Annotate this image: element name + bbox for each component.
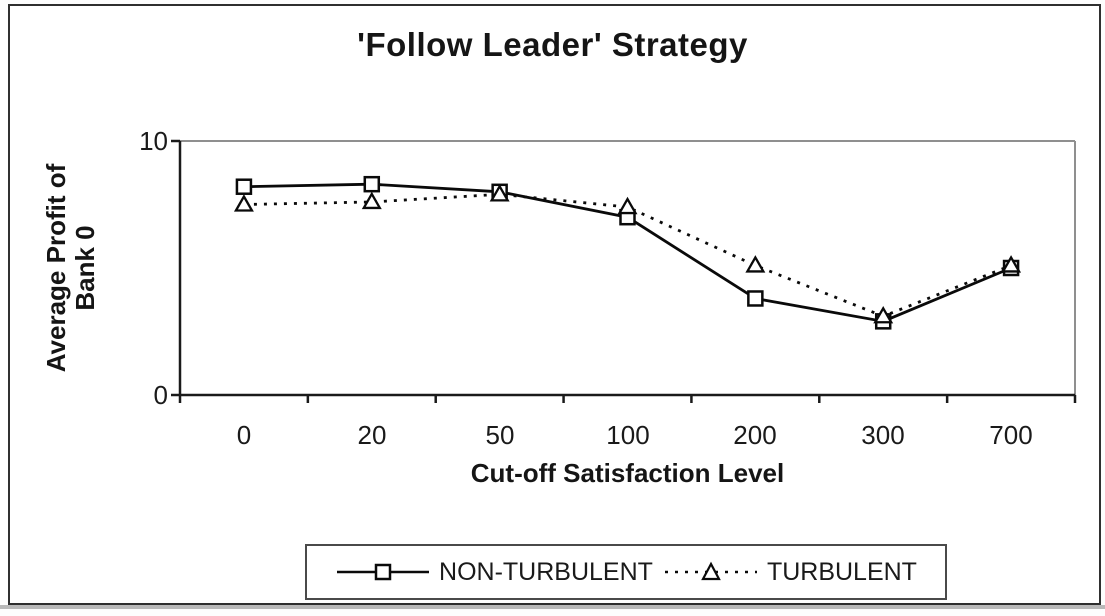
x-tick-label-200: 200 <box>733 420 777 450</box>
y-axis-title-line-2: Bank 0 <box>70 225 100 311</box>
x-tick-label-700: 700 <box>989 420 1033 450</box>
scan-edge-strip <box>0 605 1105 609</box>
y-axis-title-line-1: Average Profit of <box>41 163 71 373</box>
chart-title: 'Follow Leader' Strategy <box>357 26 748 63</box>
dashed-line-triangle-marker-icon <box>664 561 757 581</box>
legend: NON-TURBULENT TURBULENT <box>305 544 947 600</box>
legend-item-turbulent: TURBULENT <box>663 558 917 587</box>
legend-item-non-turbulent: NON-TURBULENT <box>335 558 653 587</box>
x-axis-title: Cut-off Satisfaction Level <box>470 458 785 488</box>
y-axis-title: Average Profit of Bank 0 <box>41 138 102 398</box>
x-tick-label-300: 300 <box>861 420 905 450</box>
y-tick-label-0: 0 <box>153 380 168 410</box>
legend-label-turbulent: TURBULENT <box>766 557 917 586</box>
x-tick-label-20: 20 <box>357 420 387 450</box>
legend-label-non-turbulent: NON-TURBULENT <box>439 557 653 586</box>
x-tick-label-50: 50 <box>485 420 515 450</box>
x-tick-label-0: 0 <box>236 420 252 450</box>
solid-line-square-marker-icon <box>337 563 430 581</box>
x-tick-label-100: 100 <box>606 420 650 450</box>
figure-frame <box>8 4 1101 605</box>
y-tick-label-10: 10 <box>139 126 168 156</box>
